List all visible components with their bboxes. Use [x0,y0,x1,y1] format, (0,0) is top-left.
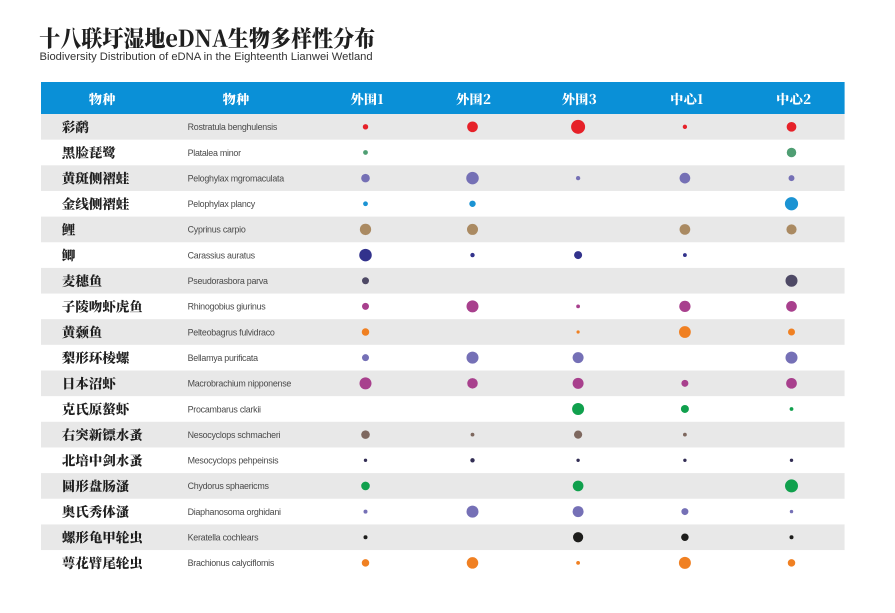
svg-text:Mesocyclops pehpeinsis: Mesocyclops pehpeinsis [188,456,280,466]
svg-text:Procambarus clarkii: Procambarus clarkii [188,404,261,414]
svg-text:Platalea minor: Platalea minor [188,148,242,158]
svg-text:Peloghylax mgromaculata: Peloghylax mgromaculata [188,173,285,183]
svg-text:Cyprinus carpio: Cyprinus carpio [188,225,246,235]
svg-text:Carassius auratus: Carassius auratus [188,250,256,260]
svg-text:Pelteobagrus fulvidraco: Pelteobagrus fulvidraco [188,327,275,337]
svg-text:Bellamya purificata: Bellamya purificata [188,353,259,363]
svg-text:Chydorus sphaericms: Chydorus sphaericms [188,481,270,491]
svg-text:Diaphanosoma orghidani: Diaphanosoma orghidani [188,507,281,517]
svg-text:Biodiversity Distribution of e: Biodiversity Distribution of eDNA in the… [40,51,373,63]
svg-text:Pseudorasbora parva: Pseudorasbora parva [188,276,268,286]
svg-text:Rostratula benghulensis: Rostratula benghulensis [188,122,278,132]
svg-text:Keratella cochlears: Keratella cochlears [188,533,260,543]
svg-text:Rhinogobius giurinus: Rhinogobius giurinus [188,302,267,312]
svg-text:Pelophylax plancy: Pelophylax plancy [188,199,256,209]
svg-text:Macrobrachium nipponense: Macrobrachium nipponense [188,379,292,389]
svg-text:Brachionus calyciflomis: Brachionus calyciflomis [188,558,275,568]
svg-text:Nesocyclops schmacheri: Nesocyclops schmacheri [188,430,281,440]
